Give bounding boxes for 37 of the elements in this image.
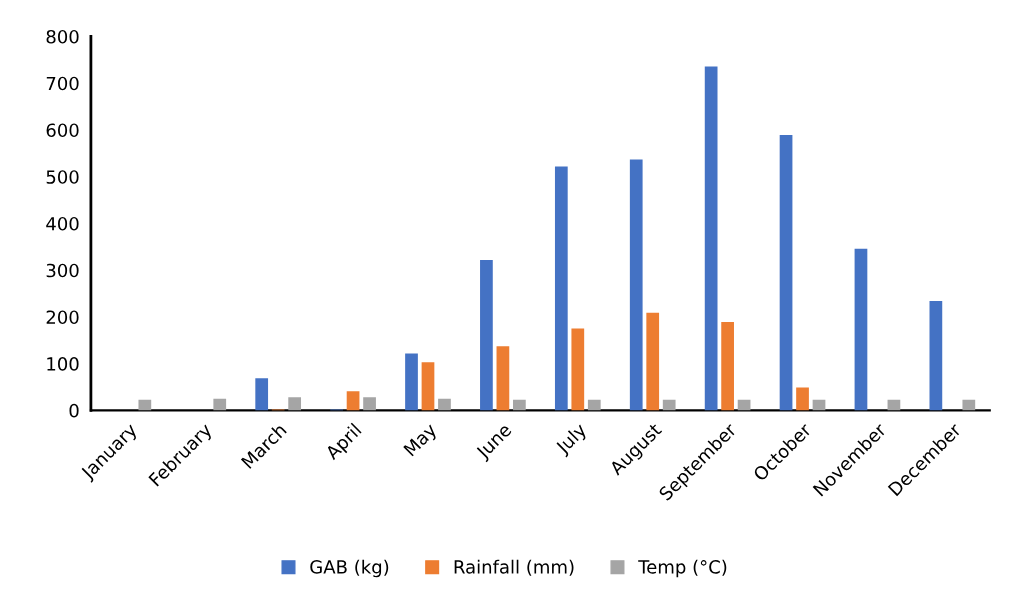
bar: [721, 322, 734, 411]
legend-label: GAB (kg): [310, 559, 389, 578]
y-tick-label: 0: [69, 403, 79, 418]
bar: [213, 398, 227, 411]
bar: [796, 387, 809, 411]
bar: [646, 312, 660, 411]
bar: [854, 248, 868, 411]
bar: [138, 399, 152, 411]
bar: [704, 66, 718, 411]
y-tick-label: 600: [46, 123, 79, 138]
bar: [438, 398, 451, 411]
y-tick-label: 800: [46, 29, 79, 44]
legend-label: Temp (°C): [638, 559, 727, 578]
y-tick-label: 400: [46, 216, 79, 231]
y-tick-label: 700: [46, 76, 79, 91]
y-tick-label: 200: [46, 310, 79, 325]
bar: [346, 391, 360, 411]
bar: [779, 135, 793, 411]
bar: [496, 346, 510, 411]
bar: [405, 353, 418, 411]
bar: [363, 397, 376, 411]
legend-label: Rainfall (mm): [454, 559, 574, 576]
y-tick-label: 100: [47, 357, 79, 371]
bar: [255, 378, 269, 411]
bar: [962, 399, 976, 411]
bar: [662, 399, 676, 411]
bar: [288, 397, 302, 411]
bar: [513, 399, 526, 411]
y-tick-label: 500: [46, 170, 79, 184]
bar: [629, 159, 643, 411]
bar: [480, 259, 493, 411]
bar: [929, 301, 943, 411]
bar: [587, 399, 601, 411]
bar: [421, 362, 435, 411]
bar: [554, 166, 568, 411]
y-tick-label: 300: [46, 263, 79, 278]
bar: [571, 328, 585, 411]
